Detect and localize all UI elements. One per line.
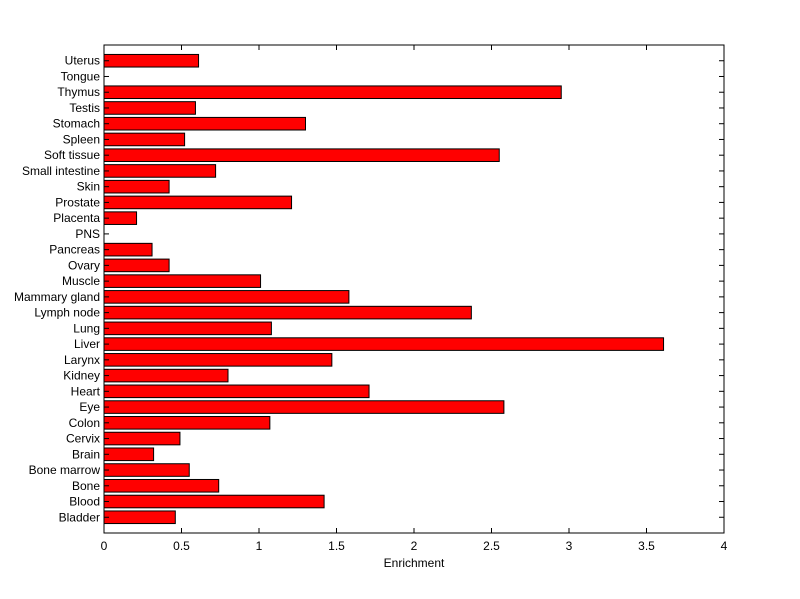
bar — [103, 258, 170, 273]
y-tick-label: Lymph node — [34, 306, 100, 320]
x-tick-label: 2.5 — [483, 539, 500, 553]
bar — [103, 368, 229, 383]
bar — [103, 274, 262, 288]
y-tick-label: Kidney — [63, 369, 100, 383]
y-tick-label: Thymus — [57, 85, 100, 99]
x-tick-label: 3.5 — [638, 539, 655, 553]
y-tick-label: Prostate — [55, 195, 100, 209]
y-tick-label: Lung — [73, 321, 100, 335]
bar — [103, 85, 562, 100]
bar — [103, 148, 500, 162]
y-tick-label: Blood — [69, 495, 100, 509]
bar — [103, 494, 325, 509]
bar — [103, 290, 350, 304]
bar — [103, 321, 272, 336]
bar — [103, 447, 155, 462]
bar — [103, 116, 306, 131]
x-tick-label: 0.5 — [173, 539, 190, 553]
x-tick-label: 1.5 — [328, 539, 345, 553]
y-tick-label: Small intestine — [22, 164, 100, 178]
y-tick-label: Soft tissue — [44, 148, 100, 162]
bar — [103, 242, 153, 257]
bar — [103, 478, 220, 493]
y-tick-label: Skin — [77, 180, 100, 194]
y-tick-label: Tongue — [61, 69, 101, 83]
x-tick-label: 1 — [256, 539, 263, 553]
y-tick-label: Brain — [72, 447, 100, 461]
bar — [103, 179, 170, 194]
y-tick-label: Uterus — [65, 54, 100, 68]
x-tick-label: 3 — [566, 539, 573, 553]
y-tick-label: Bladder — [59, 510, 100, 524]
bar — [103, 195, 293, 210]
bar — [103, 384, 370, 399]
y-tick-label: Testis — [69, 101, 100, 115]
y-tick-label: Mammary gland — [14, 290, 100, 304]
bar — [103, 463, 190, 477]
y-tick-label: Cervix — [66, 432, 100, 446]
y-tick-label: Colon — [69, 416, 100, 430]
bar — [103, 337, 665, 351]
y-tick-label: PNS — [75, 227, 100, 241]
bar — [103, 53, 200, 68]
bar — [103, 510, 176, 525]
bar — [103, 416, 271, 430]
x-tick-label: 0 — [101, 539, 108, 553]
y-tick-label: Muscle — [62, 274, 100, 288]
bar — [103, 164, 217, 178]
y-tick-label: Eye — [79, 400, 100, 414]
y-tick-label: Pancreas — [49, 243, 100, 257]
y-tick-label: Bone marrow — [29, 463, 101, 477]
plot-frame — [103, 44, 725, 534]
y-tick-label: Spleen — [63, 132, 100, 146]
y-tick-label: Heart — [71, 384, 101, 398]
x-tick-label: 2 — [411, 539, 418, 553]
bar — [103, 353, 333, 367]
x-axis-label: Enrichment — [384, 556, 445, 570]
bar — [103, 400, 505, 414]
x-tick-label: 4 — [721, 539, 728, 553]
bar — [103, 431, 181, 446]
bar — [103, 101, 196, 115]
y-tick-label: Bone — [72, 479, 100, 493]
y-tick-label: Liver — [74, 337, 100, 351]
bar — [103, 305, 472, 320]
y-tick-label: Ovary — [68, 258, 100, 272]
y-tick-label: Stomach — [53, 117, 100, 131]
y-tick-label: Larynx — [64, 353, 100, 367]
y-tick-label: Placenta — [53, 211, 100, 225]
bar — [103, 132, 186, 147]
